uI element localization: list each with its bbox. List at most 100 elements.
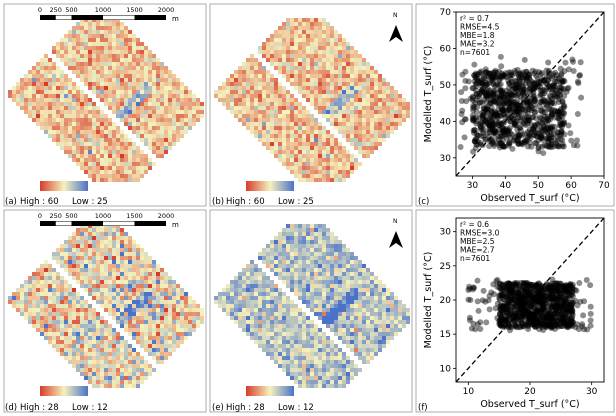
map-cell	[96, 114, 100, 118]
map-cell	[298, 264, 302, 268]
map-cell	[306, 232, 310, 236]
map-cell	[382, 134, 386, 138]
map-cell	[386, 296, 390, 300]
map-cell	[334, 158, 338, 162]
map-cell	[350, 106, 354, 110]
map-cell	[330, 98, 334, 102]
map-cell	[222, 292, 226, 296]
map-cell	[342, 74, 346, 78]
map-cell	[322, 46, 326, 50]
map-cell	[290, 344, 294, 348]
map-cell	[334, 356, 338, 360]
map-cell	[104, 114, 108, 118]
map-cell	[112, 312, 116, 316]
map-cell	[184, 292, 188, 296]
map-cell	[116, 236, 120, 240]
map-cell	[362, 110, 366, 114]
map-cell	[402, 98, 406, 102]
map-cell	[100, 130, 104, 134]
map-cell	[152, 324, 156, 328]
map-cell	[390, 110, 394, 114]
map-cell	[168, 276, 172, 280]
map-cell	[40, 62, 44, 66]
map-cell	[148, 352, 152, 356]
map-cell	[298, 46, 302, 50]
map-cell	[366, 106, 370, 110]
map-cell	[168, 130, 172, 134]
map-cell	[286, 332, 290, 336]
map-cell	[334, 324, 338, 328]
map-cell	[238, 102, 242, 106]
map-cell	[172, 344, 176, 348]
map-cell	[370, 348, 374, 352]
map-cell	[188, 118, 192, 122]
map-cell	[334, 364, 338, 368]
map-cell	[180, 106, 184, 110]
map-cell	[402, 316, 406, 320]
map-cell	[192, 300, 196, 304]
map-cell	[84, 324, 88, 328]
map-cell	[258, 336, 262, 340]
map-cell	[334, 376, 338, 380]
map-cell	[310, 284, 314, 288]
map-cell	[358, 90, 362, 94]
map-cell	[338, 58, 342, 62]
map-cell	[124, 300, 128, 304]
map-cell	[322, 296, 326, 300]
map-cell	[274, 58, 278, 62]
map-cell	[48, 98, 52, 102]
map-cell	[92, 106, 96, 110]
map-cell	[330, 82, 334, 86]
map-cell	[68, 114, 72, 118]
map-cell	[100, 284, 104, 288]
map-cell	[104, 54, 108, 58]
map-cell	[366, 340, 370, 344]
map-cell	[76, 54, 80, 58]
map-cell	[330, 312, 334, 316]
map-cell	[24, 296, 28, 300]
map-cell	[234, 102, 238, 106]
map-cell	[242, 304, 246, 308]
scatter-point	[511, 121, 518, 128]
map-cell	[314, 166, 318, 170]
scatter-point	[561, 119, 568, 126]
map-cell	[144, 90, 148, 94]
map-cell	[16, 90, 20, 94]
map-cell	[334, 178, 338, 182]
map-cell	[164, 114, 168, 118]
map-cell	[270, 142, 274, 146]
map-cell	[238, 118, 242, 122]
map-cell	[116, 178, 120, 182]
map-cell	[188, 308, 192, 312]
map-cell	[148, 324, 152, 328]
map-cell	[354, 98, 358, 102]
map-cell	[108, 166, 112, 170]
map-cell	[318, 232, 322, 236]
map-cell	[266, 320, 270, 324]
map-cell	[334, 296, 338, 300]
scatter-point	[495, 109, 502, 116]
map-cell	[152, 340, 156, 344]
map-cell	[172, 324, 176, 328]
map-cell	[196, 320, 200, 324]
map-cell	[180, 292, 184, 296]
map-cell	[108, 324, 112, 328]
map-cell	[184, 126, 188, 130]
map-cell	[56, 126, 60, 130]
map-cell	[266, 328, 270, 332]
map-cell	[144, 368, 148, 372]
map-cell	[298, 30, 302, 34]
map-cell	[164, 98, 168, 102]
map-cell	[274, 34, 278, 38]
map-cell	[278, 150, 282, 154]
map-cell	[84, 348, 88, 352]
map-cell	[144, 114, 148, 118]
map-cell	[266, 78, 270, 82]
map-cell	[382, 316, 386, 320]
map-cell	[144, 58, 148, 62]
scatter-point	[559, 98, 566, 105]
map-cell	[152, 352, 156, 356]
map-cell	[310, 288, 314, 292]
map-cell	[144, 102, 148, 106]
map-cell	[108, 106, 112, 110]
